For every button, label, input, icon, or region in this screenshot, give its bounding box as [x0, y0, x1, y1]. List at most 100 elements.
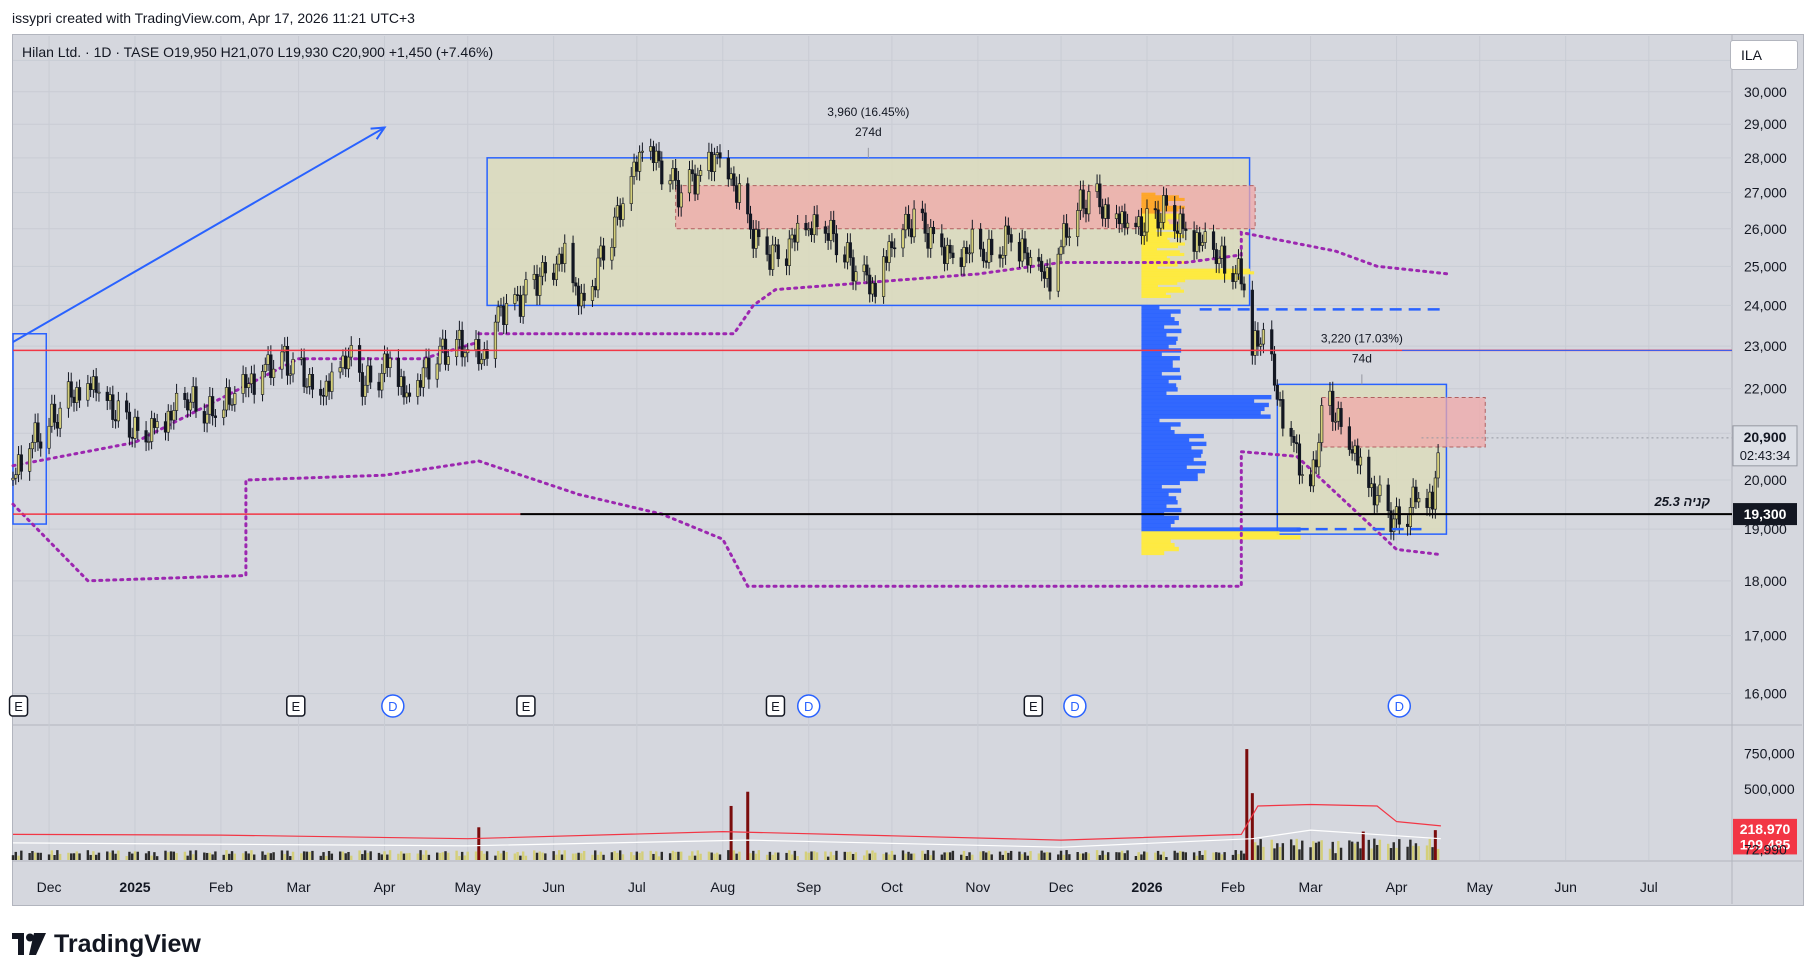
earnings-event-letter: E: [14, 699, 23, 714]
volume-profile-bar: [1141, 527, 1301, 532]
volume-bar: [538, 851, 541, 860]
chart-frame[interactable]: [12, 34, 1804, 906]
volume-bar: [616, 852, 619, 860]
volume-profile-bar: [1141, 515, 1179, 521]
candle-body: [1300, 474, 1304, 476]
candle-body: [690, 169, 694, 175]
volume-bar: [1411, 845, 1415, 860]
volume-ma-line: [12, 803, 1441, 841]
volume-profile-bar: [1141, 535, 1301, 540]
volume-bar: [691, 851, 694, 860]
volume-bar: [455, 850, 458, 860]
candle-body: [651, 146, 656, 163]
volume-profile-bar: [1141, 195, 1179, 199]
volume-bar: [58, 853, 62, 860]
volume-bar: [289, 856, 292, 860]
volume-profile-bar: [1141, 437, 1190, 443]
volume-bar: [1406, 846, 1409, 860]
volume-bar: [882, 853, 885, 860]
volume-bar: [308, 851, 311, 860]
candle-body: [873, 282, 877, 297]
candle-body: [1095, 183, 1099, 192]
volume-bar: [1417, 846, 1420, 860]
candle-body: [807, 228, 811, 231]
volume-bar: [70, 853, 73, 860]
volume-bar: [749, 853, 752, 860]
candle-body: [1062, 223, 1066, 248]
volume-bar: [50, 850, 54, 860]
volume-bar: [1273, 848, 1276, 860]
tradingview-logo[interactable]: TradingView: [12, 928, 201, 960]
volume-bar: [649, 850, 652, 860]
volume-bar: [497, 850, 500, 860]
volume-bar: [485, 851, 489, 860]
volume-profile-bar: [1141, 398, 1255, 404]
candle-body: [712, 154, 717, 172]
candle-body: [1084, 208, 1088, 215]
volume-bar: [1337, 841, 1340, 860]
volume-bar: [580, 853, 583, 860]
volume-bar: [757, 850, 761, 860]
candle-body: [865, 264, 869, 276]
candle-body: [990, 238, 994, 256]
volume-bar: [688, 855, 691, 860]
candle-body: [272, 368, 276, 378]
volume-bar: [1068, 854, 1071, 860]
volume-bar: [765, 854, 769, 860]
candle-body: [845, 242, 850, 263]
volume-bar: [1295, 838, 1298, 860]
volume-bar: [979, 851, 982, 860]
candle-body: [47, 425, 51, 449]
candle-body: [746, 183, 750, 215]
volume-bar: [907, 851, 910, 860]
candle-body: [91, 376, 96, 390]
candle-body: [521, 294, 525, 317]
candle-body: [1367, 456, 1371, 488]
volume-profile-bar: [1141, 268, 1251, 272]
volume-bar: [524, 855, 528, 860]
volume-bar: [1378, 839, 1382, 860]
candle-body: [1394, 506, 1399, 520]
candle-body: [502, 305, 506, 325]
volume-bar: [871, 850, 874, 860]
candle-body: [1178, 213, 1182, 234]
candle-body: [266, 354, 270, 365]
candle-body: [1145, 208, 1149, 233]
candle-body: [1076, 210, 1080, 237]
supply-zone: [1321, 396, 1486, 448]
countdown-timer-text: 02:43:34: [1740, 448, 1791, 463]
currency-button[interactable]: ILA: [1730, 40, 1798, 70]
candle-body: [657, 150, 661, 162]
candle-body: [940, 233, 944, 248]
time-tick-label: 2026: [1131, 879, 1162, 895]
volume-bar: [194, 850, 198, 860]
volume-bar: [560, 854, 564, 860]
price-tick-label: 26,000: [1744, 221, 1787, 237]
volume-bar: [1375, 844, 1379, 860]
volume-bar: [1045, 851, 1049, 860]
volume-bar: [1120, 850, 1124, 860]
candle-body: [577, 285, 581, 307]
volume-bar: [347, 851, 350, 860]
candle-body: [1430, 491, 1435, 510]
candle-body: [1333, 420, 1338, 423]
volume-bar: [1076, 852, 1079, 860]
volume-profile-bar: [1141, 519, 1175, 524]
volume-bar: [1176, 852, 1179, 860]
candle-body: [1239, 258, 1243, 285]
candle-body: [1173, 205, 1177, 232]
range-box-label: 3,220 (17.03%): [1321, 331, 1403, 345]
volume-bar: [463, 855, 467, 860]
volume-profile-bar: [1141, 324, 1165, 330]
candle-body: [654, 150, 658, 163]
volume-bar: [948, 852, 952, 860]
volume-profile-bar: [1141, 309, 1181, 314]
candle-body: [615, 205, 620, 218]
candle-body: [513, 294, 517, 304]
volume-bar: [1331, 841, 1334, 860]
candle-body: [291, 359, 295, 375]
volume-bar: [1398, 839, 1401, 860]
volume-bar: [521, 851, 525, 860]
candle-body: [771, 244, 775, 270]
